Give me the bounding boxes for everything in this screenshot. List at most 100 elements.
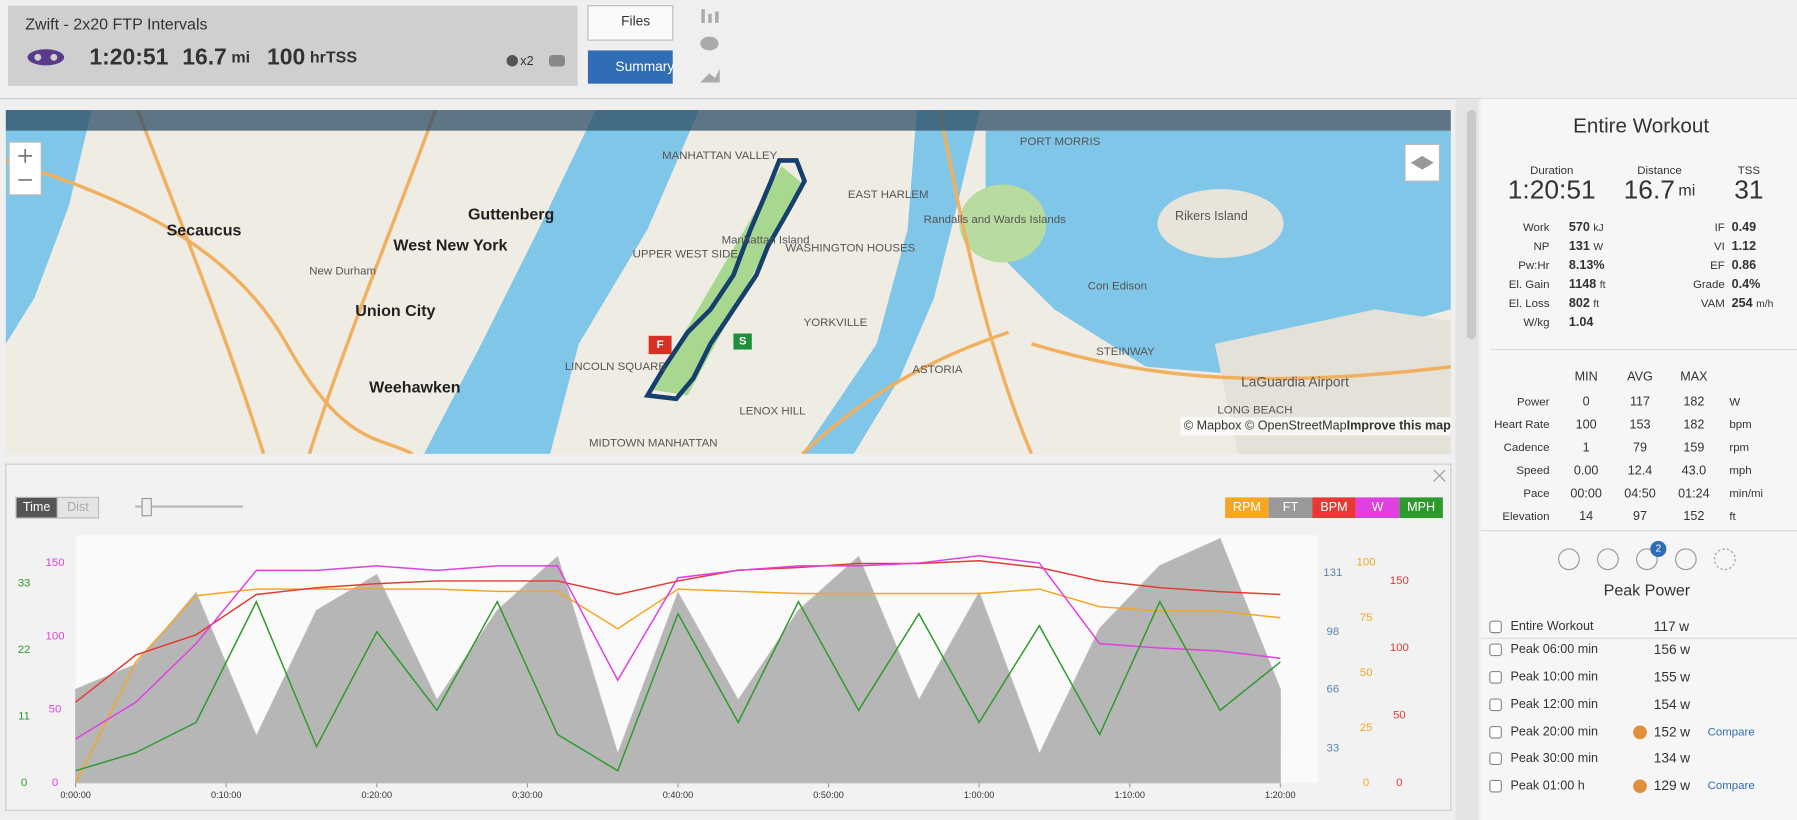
duration: 1:20:51 [89, 43, 168, 69]
start-marker[interactable] [733, 333, 752, 350]
zoom-icons [18, 148, 33, 181]
mode-label[interactable]: Dist [67, 500, 89, 514]
row-label: Cadence [1504, 442, 1550, 454]
files-button[interactable] [587, 5, 674, 41]
stat-unit: ft [1600, 280, 1606, 291]
stat-number: 254 [1732, 296, 1753, 310]
map-label: LaGuardia Airport [1241, 374, 1349, 389]
checkbox[interactable] [1489, 752, 1502, 765]
table-cell: 01:24 [1678, 486, 1710, 500]
row-label: Elevation [1502, 511, 1549, 523]
stat-value: 802 ft [1569, 296, 1599, 310]
badge-count: x2 [520, 54, 533, 68]
row-unit: min/mi [1729, 488, 1763, 500]
improve-map[interactable]: Improve this map [1347, 419, 1452, 433]
tab-icon[interactable] [1674, 548, 1697, 571]
map-label: Weehawken [369, 379, 460, 397]
checkbox[interactable] [1489, 698, 1502, 712]
row-label: Heart Rate [1494, 419, 1549, 431]
tab-icon[interactable] [1597, 548, 1619, 571]
tab-icon[interactable] [1713, 548, 1736, 571]
checkbox[interactable] [1489, 779, 1502, 793]
scroll-thumb[interactable] [1466, 110, 1477, 340]
tss-value: 31 [1734, 174, 1763, 204]
legend-toggle[interactable] [1312, 497, 1356, 519]
peak-value: 117 w [1654, 619, 1689, 634]
slider-track [135, 505, 243, 508]
y-tick-label: 11 [18, 710, 30, 722]
mode-label[interactable]: Time [23, 500, 51, 514]
compare-link[interactable]: Compare [1708, 780, 1755, 792]
series-line [75, 554, 1281, 740]
distance-unit: mi [1678, 182, 1695, 200]
x-tick-label: 0:00:00 [60, 790, 91, 800]
table-cell: 97 [1633, 509, 1647, 523]
legend-label[interactable]: BPM [1320, 500, 1347, 514]
route [643, 158, 808, 402]
summary-button[interactable] [587, 50, 673, 84]
peak-unit: w [1679, 724, 1690, 739]
map-label: Manhattan Island [722, 235, 810, 247]
finish-marker[interactable] [648, 335, 672, 355]
map-label: New Durham [309, 266, 376, 278]
tss-label: TSS [1738, 165, 1761, 177]
y-tick-label: 0 [1363, 777, 1369, 789]
legend-label[interactable]: W [1372, 500, 1384, 514]
mode-button[interactable] [56, 496, 100, 519]
summary-label[interactable]: Summary [615, 59, 674, 74]
compare-link[interactable]: Compare [1708, 726, 1755, 738]
files-label[interactable]: Files [621, 13, 650, 28]
peak-unit: w [1679, 641, 1690, 656]
workout-header [8, 5, 578, 86]
checkbox[interactable] [1489, 671, 1502, 684]
close-chart[interactable] [1433, 469, 1446, 482]
legend-toggle[interactable] [1268, 497, 1313, 519]
slider-knob[interactable] [141, 497, 152, 517]
badge [1650, 540, 1667, 557]
stat-number: 570 [1569, 220, 1590, 234]
checkbox[interactable] [1489, 620, 1502, 634]
tab-icon[interactable] [1635, 548, 1658, 571]
map-top-strip [5, 110, 1451, 131]
x-tick-label: 0:30:00 [512, 790, 543, 800]
checkbox[interactable] [1489, 643, 1502, 657]
stat-value: 1148 ft [1569, 277, 1606, 291]
legend-label[interactable]: MPH [1407, 500, 1435, 514]
map-label: LONG BEACH [1217, 404, 1292, 416]
map-label: West New York [393, 237, 507, 255]
series-line [75, 599, 1281, 772]
y-tick-label: 50 [1393, 710, 1406, 722]
table-cell: 152 [1683, 509, 1704, 523]
map-label: Guttenberg [468, 206, 554, 224]
map-label: WASHINGTON HOUSES [785, 243, 915, 255]
table-cell: 0.00 [1574, 463, 1599, 477]
peak-unit: w [1679, 750, 1690, 765]
y-tick-label: 22 [18, 644, 31, 656]
stat-label: VAM [1701, 298, 1725, 310]
chart: Time Dist 0:00:00 0:10:00 0:20:00 0:30:00 0:40… [15, 496, 1443, 800]
stat-unit: W [1593, 242, 1603, 253]
table-cell: 43.0 [1682, 463, 1707, 477]
stat-unit: m/h [1756, 299, 1773, 310]
stat-label: NP [1534, 241, 1550, 253]
legend-label[interactable]: RPM [1233, 500, 1261, 514]
stat-unit: kJ [1593, 223, 1603, 234]
row-unit: mph [1729, 465, 1751, 477]
checkbox[interactable] [1489, 726, 1502, 739]
map: F S © Mapbox © OpenStreetMap Improve thi… [5, 110, 1452, 454]
map-label: LINCOLN SQUARE [565, 361, 667, 373]
map-label: Secaucus [167, 222, 242, 240]
stat-number: 8.13% [1569, 258, 1605, 272]
x-tick-label: 0:10:00 [211, 790, 242, 800]
legend-toggle[interactable] [1399, 497, 1443, 519]
legend-label[interactable]: FT [1283, 500, 1299, 514]
stat-number: 131 [1569, 239, 1590, 253]
summary-panel [1480, 98, 1797, 820]
stat-label: EF [1710, 260, 1725, 272]
legend-toggle[interactable] [1225, 497, 1269, 519]
tab-icon[interactable] [1558, 548, 1580, 571]
east-river [802, 110, 980, 454]
peak-number: 154 [1654, 696, 1677, 711]
legend-toggle[interactable] [1355, 497, 1400, 519]
